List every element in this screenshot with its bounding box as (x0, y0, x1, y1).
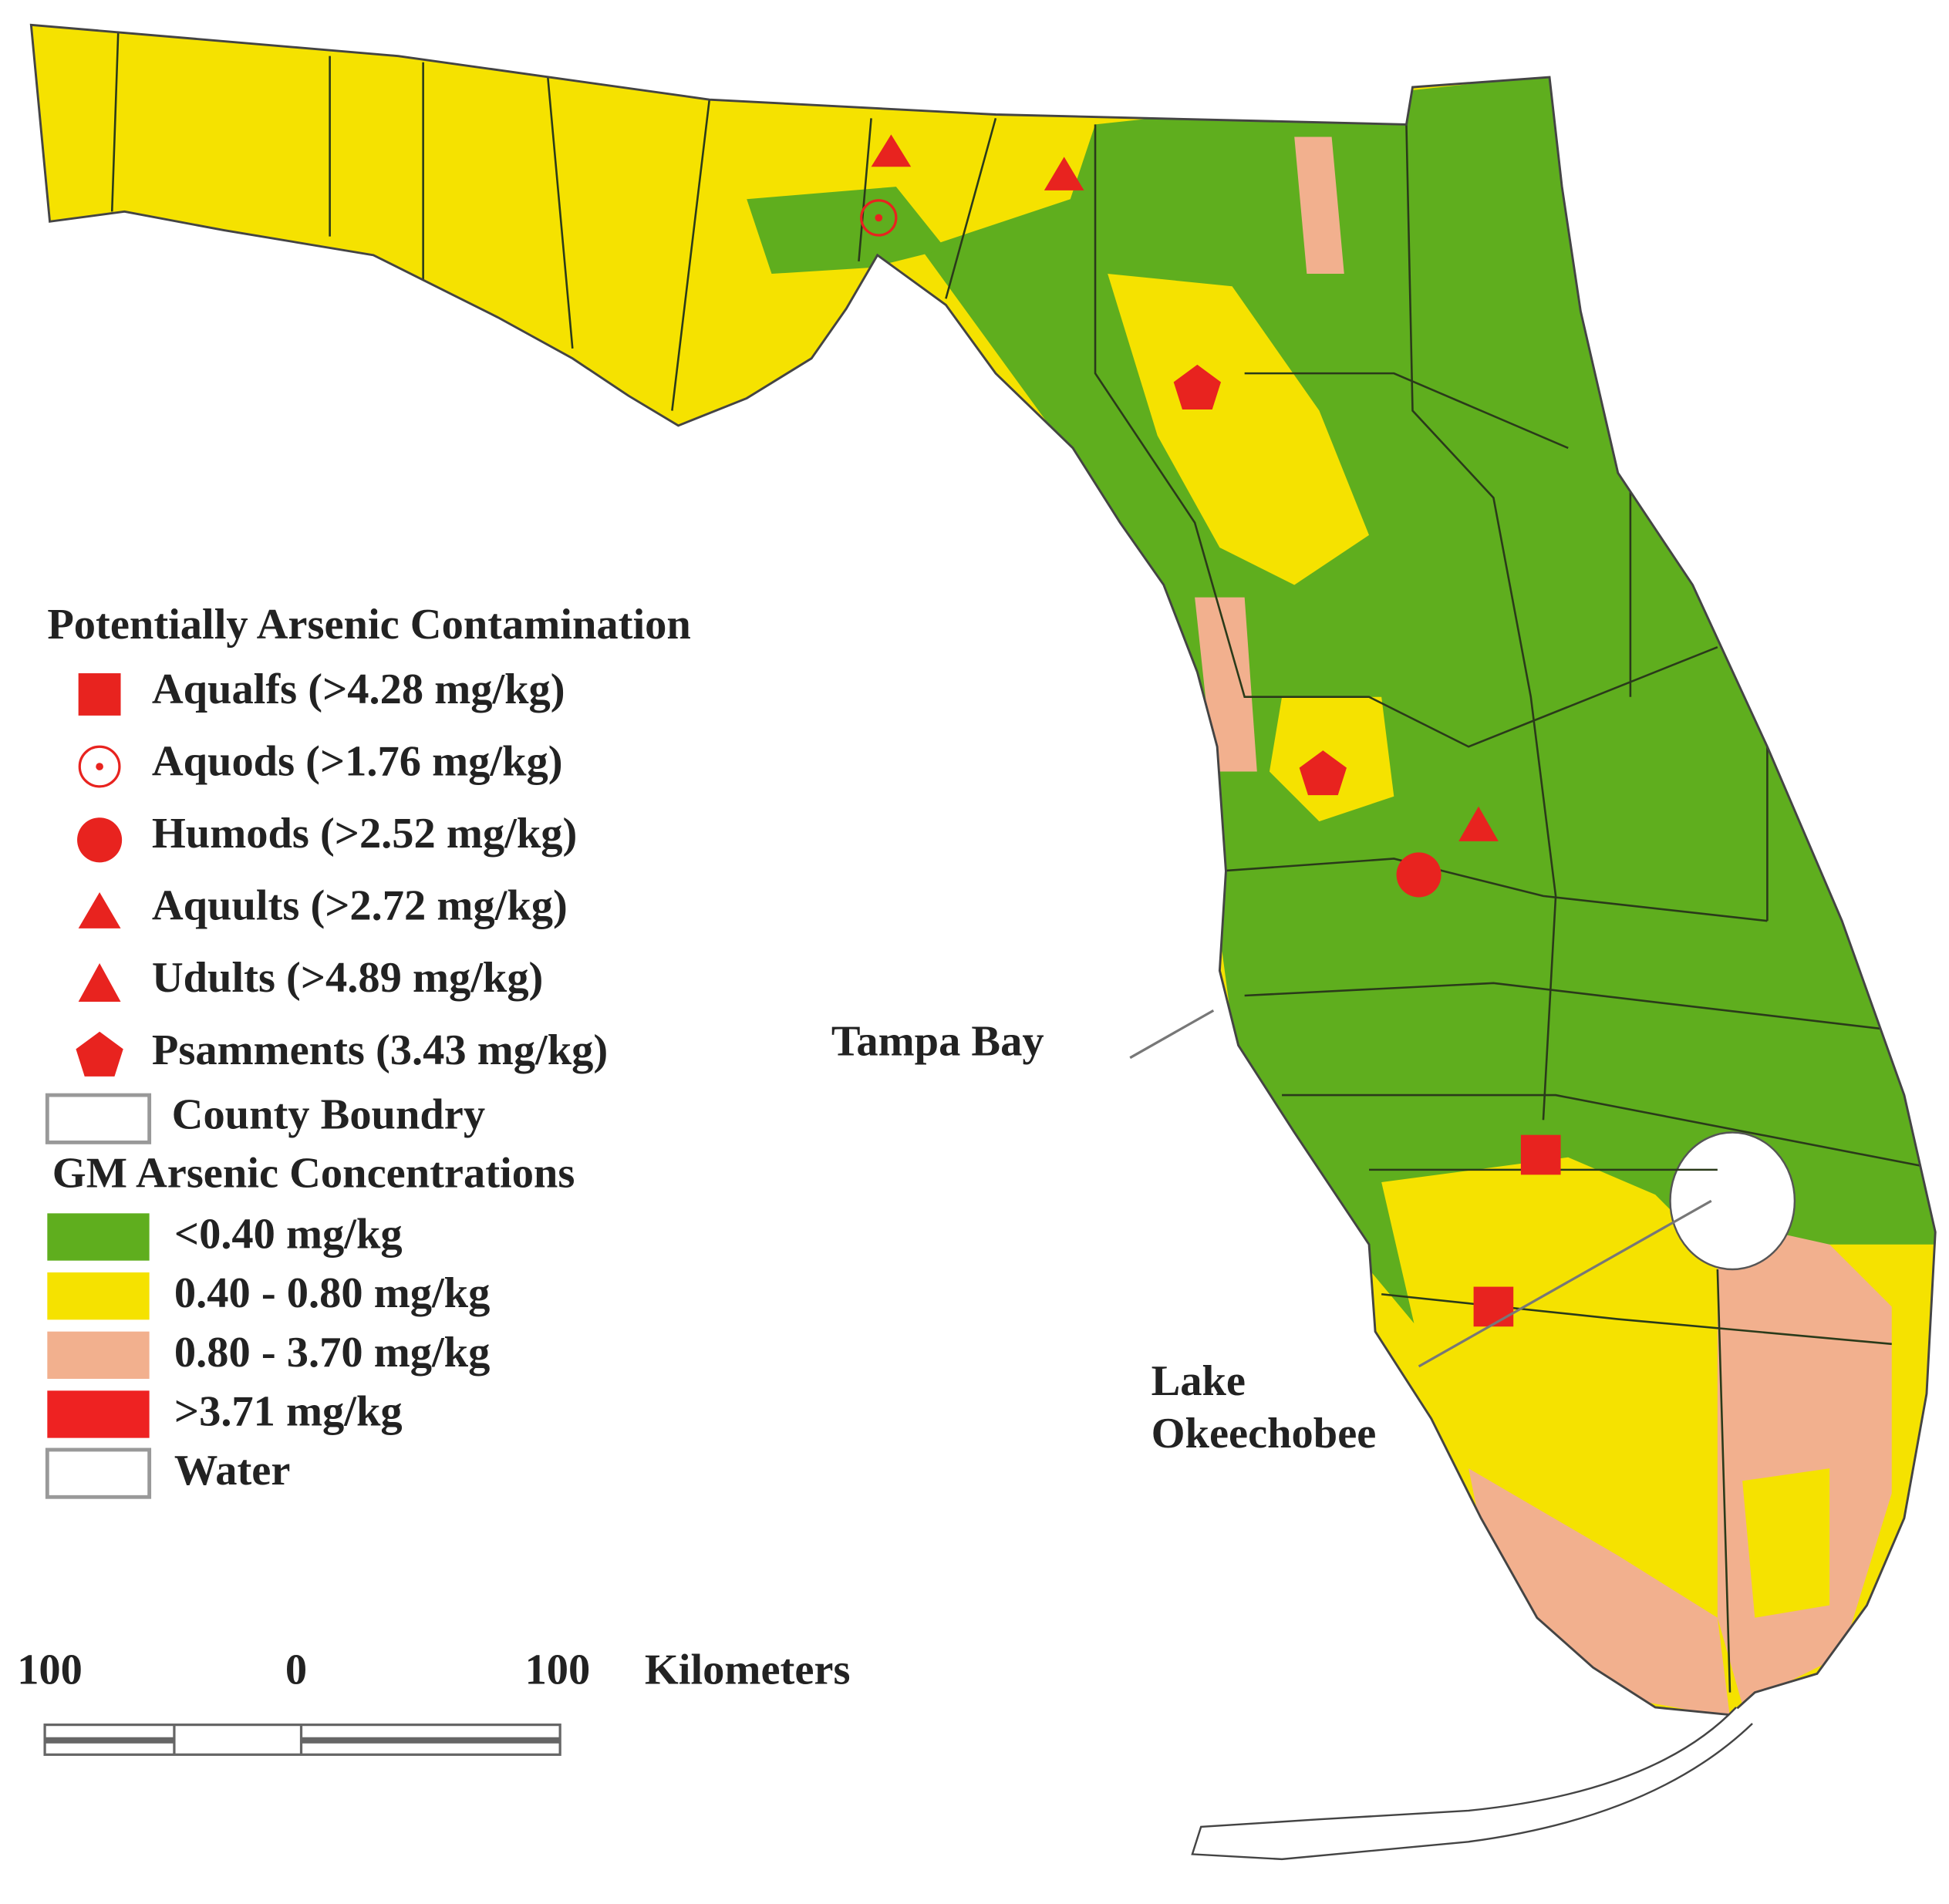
legend-label: Aquods (>1.76 mg/kg) (152, 737, 563, 785)
scale-label: 100 (525, 1646, 591, 1693)
scale-unit: Kilometers (645, 1646, 851, 1693)
land-cover-area (747, 187, 946, 275)
land-cover-area (1468, 1468, 1730, 1715)
legend-symbol (76, 1031, 123, 1077)
legend-label: 0.80 - 3.70 mg/kg (174, 1329, 490, 1377)
legend: Potentially Arsenic Contamination Aqualf… (45, 601, 691, 1499)
psamments-marker (1299, 750, 1347, 796)
scale-bar: 100 0 100 Kilometers (17, 1646, 851, 1756)
psamments-marker (1173, 364, 1222, 409)
aquods-marker (860, 199, 898, 237)
leader-line (1418, 1199, 1712, 1368)
legend-label: 0.40 - 0.80 mg/kg (174, 1269, 490, 1317)
land-cover-area (921, 74, 1936, 1344)
scale-label: 100 (17, 1646, 83, 1693)
legend-label: >3.71 mg/kg (174, 1388, 403, 1436)
udults-marker (1044, 157, 1084, 190)
land-cover-area (1717, 1219, 1892, 1705)
land-cover-area (1108, 274, 1370, 585)
aquults-marker (871, 134, 912, 167)
land-cover-area (1294, 136, 1344, 275)
legend-swatch (45, 1447, 152, 1499)
legend-label: Water (174, 1447, 291, 1495)
annotation: Tampa Bay (831, 1017, 1044, 1065)
legend-symbol (78, 745, 121, 788)
legend-label: Humods (>2.52 mg/kg) (152, 810, 577, 858)
legend-swatch (47, 1331, 150, 1379)
legend-symbol (78, 892, 121, 928)
legend-label: <0.40 mg/kg (174, 1211, 403, 1259)
leader-line (1129, 1009, 1215, 1060)
land-cover-area (1669, 1131, 1796, 1271)
legend-label: Psamments (3.43 mg/kg) (152, 1026, 608, 1074)
legend-symbol (77, 817, 123, 863)
annotation: Lake (1152, 1357, 1246, 1405)
legend-label: Udults (>4.89 mg/kg) (152, 954, 544, 1002)
aquods-marker (875, 214, 883, 222)
annotation: Okeechobee (1152, 1410, 1377, 1457)
legend-symbol (78, 963, 121, 1003)
legend-swatch (47, 1272, 150, 1320)
land-cover-area (1742, 1468, 1830, 1618)
site-markers (860, 134, 1561, 1327)
florida-keys (1191, 1707, 1753, 1861)
aquults-marker (1458, 806, 1499, 841)
legend-title: GM Arsenic Concentrations (52, 1150, 575, 1198)
legend-label: County Boundry (172, 1091, 485, 1139)
legend-swatch (47, 1390, 150, 1438)
legend-symbol (78, 673, 121, 716)
legend-swatch (45, 1093, 152, 1144)
legend-label: Aqualfs (>4.28 mg/kg) (152, 666, 565, 713)
legend-label: Aquults (>2.72 mg/kg) (152, 882, 568, 930)
land-cover-area (1381, 1157, 1718, 1593)
aqualfs-marker (1473, 1286, 1514, 1327)
humods-marker (1396, 852, 1442, 898)
legend-swatch (47, 1213, 150, 1261)
scale-label: 0 (285, 1646, 307, 1693)
aqualfs-marker (1520, 1134, 1561, 1175)
legend-title: Potentially Arsenic Contamination (47, 601, 690, 649)
legend-symbol (96, 763, 103, 770)
